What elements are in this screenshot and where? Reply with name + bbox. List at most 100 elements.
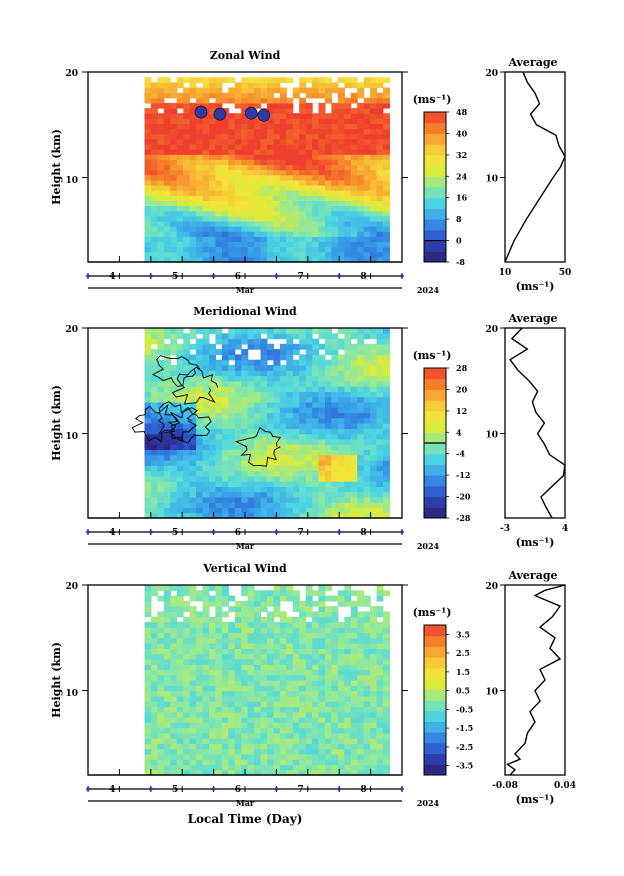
heatmap-cell bbox=[241, 370, 249, 377]
heatmap-cell bbox=[337, 764, 345, 771]
heatmap-cell bbox=[273, 444, 281, 450]
vertical-heatmap bbox=[144, 585, 390, 776]
heatmap-cell bbox=[344, 753, 352, 760]
colorbar-band bbox=[424, 753, 446, 765]
heatmap-cell bbox=[215, 444, 223, 450]
heatmap-cell bbox=[370, 502, 378, 509]
heatmap-cell bbox=[254, 669, 262, 676]
heatmap-cell bbox=[331, 658, 339, 665]
heatmap-cell bbox=[202, 423, 210, 429]
heatmap-cell bbox=[273, 637, 281, 644]
zonal-ytick-10: 10 bbox=[65, 176, 78, 186]
heatmap-cell bbox=[286, 706, 294, 713]
heatmap-cell bbox=[247, 486, 255, 493]
heatmap-cell bbox=[357, 412, 365, 419]
heatmap-cell bbox=[183, 459, 191, 466]
heatmap-cell bbox=[350, 621, 358, 628]
heatmap-cell bbox=[376, 438, 384, 445]
heatmap-cell bbox=[202, 231, 210, 237]
heatmap-cell bbox=[209, 428, 216, 435]
heatmap-cell bbox=[170, 727, 178, 734]
heatmap-cell bbox=[151, 333, 158, 340]
heatmap-cell bbox=[157, 722, 165, 729]
heatmap-cell bbox=[151, 454, 158, 461]
heatmap-cell bbox=[260, 669, 268, 676]
heatmap-cell bbox=[189, 769, 197, 776]
heatmap-cell bbox=[305, 512, 313, 519]
heatmap-cell bbox=[183, 470, 191, 477]
heatmap-cell bbox=[267, 732, 274, 739]
heatmap-cell bbox=[292, 722, 300, 729]
heatmap-cell bbox=[292, 512, 300, 519]
heatmap-cell bbox=[305, 759, 313, 766]
heatmap-cell bbox=[234, 486, 242, 493]
heatmap-cell bbox=[183, 512, 191, 519]
heatmap-cell bbox=[370, 118, 378, 124]
heatmap-cell bbox=[202, 396, 210, 403]
heatmap-cell bbox=[260, 643, 268, 649]
heatmap-cell bbox=[350, 179, 358, 186]
heatmap-cell bbox=[202, 97, 210, 104]
heatmap-cell bbox=[157, 449, 165, 456]
heatmap-cell bbox=[370, 185, 378, 191]
heatmap-cell bbox=[273, 226, 281, 232]
heatmap-cell bbox=[350, 144, 358, 150]
heatmap-cell bbox=[151, 154, 158, 160]
heatmap-cell bbox=[221, 481, 229, 487]
heatmap-cell bbox=[337, 92, 345, 99]
heatmap-cell bbox=[221, 690, 229, 697]
heatmap-cell bbox=[221, 701, 229, 707]
heatmap-cell bbox=[305, 396, 313, 403]
heatmap-cell bbox=[318, 711, 326, 718]
heatmap-cell bbox=[228, 711, 236, 718]
heatmap-cell bbox=[234, 354, 242, 361]
heatmap-cell bbox=[202, 627, 210, 634]
heatmap-cell bbox=[267, 401, 274, 408]
heatmap-cell bbox=[383, 438, 390, 445]
heatmap-cell bbox=[183, 215, 191, 222]
heatmap-cell bbox=[292, 144, 300, 150]
heatmap-cell bbox=[183, 423, 191, 429]
heatmap-cell bbox=[247, 144, 255, 150]
heatmap-cell bbox=[292, 600, 300, 607]
heatmap-cell bbox=[299, 359, 307, 366]
heatmap-cell bbox=[170, 190, 178, 196]
heatmap-cell bbox=[189, 375, 197, 382]
heatmap-cell bbox=[325, 475, 332, 482]
heatmap-cell bbox=[383, 174, 390, 181]
heatmap-cell bbox=[221, 496, 229, 503]
heatmap-cell bbox=[318, 190, 326, 196]
heatmap-cell bbox=[209, 364, 216, 371]
heatmap-cell bbox=[170, 349, 178, 355]
heatmap-cell bbox=[189, 412, 197, 419]
heatmap-cell bbox=[350, 454, 358, 461]
heatmap-cell bbox=[221, 138, 229, 145]
heatmap-cell bbox=[299, 113, 307, 119]
heatmap-cell bbox=[325, 595, 332, 602]
heatmap-cell bbox=[151, 423, 158, 429]
heatmap-cell bbox=[163, 149, 171, 155]
heatmap-cell bbox=[234, 256, 242, 263]
heatmap-cell bbox=[209, 423, 216, 429]
heatmap-cell bbox=[241, 375, 249, 382]
heatmap-cell bbox=[215, 128, 223, 135]
heatmap-cell bbox=[196, 658, 204, 665]
heatmap-cell bbox=[209, 133, 216, 140]
colorbar-tick-label: -8 bbox=[456, 257, 465, 267]
heatmap-cell bbox=[299, 118, 307, 124]
heatmap-cell bbox=[318, 590, 326, 597]
heatmap-cell bbox=[376, 354, 384, 361]
heatmap-cell bbox=[299, 711, 307, 718]
heatmap-cell bbox=[183, 481, 191, 487]
heatmap-cell bbox=[344, 438, 352, 445]
heatmap-cell bbox=[247, 658, 255, 665]
heatmap-cell bbox=[189, 77, 197, 83]
heatmap-cell bbox=[144, 380, 152, 387]
heatmap-cell bbox=[286, 475, 294, 482]
heatmap-cell bbox=[376, 246, 384, 253]
heatmap-cell bbox=[312, 680, 320, 686]
heatmap-cell bbox=[144, 87, 152, 94]
heatmap-cell bbox=[312, 82, 320, 89]
heatmap-cell bbox=[325, 664, 332, 671]
heatmap-cell bbox=[331, 481, 339, 487]
